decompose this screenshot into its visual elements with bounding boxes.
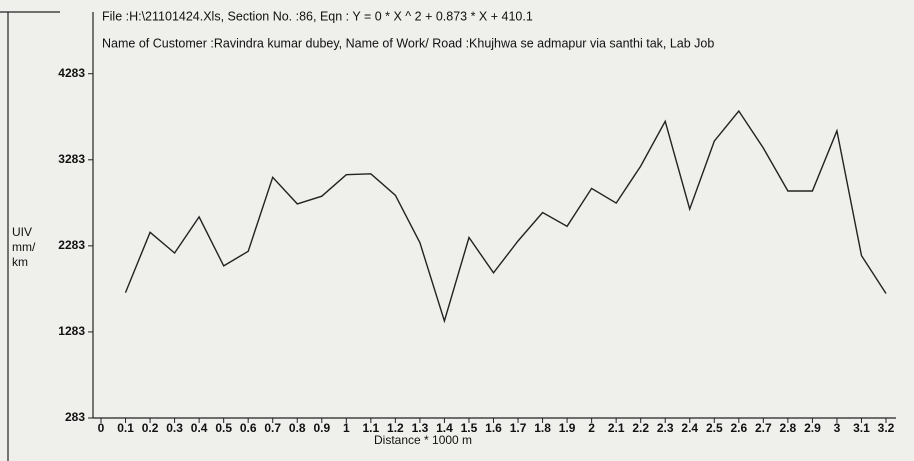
y-tick-label: 3283 xyxy=(58,152,85,166)
x-tick-label: 2 xyxy=(588,421,595,435)
x-tick-label: 1.3 xyxy=(412,421,429,435)
x-tick-label: 2.2 xyxy=(632,421,649,435)
x-tick-label: 2.3 xyxy=(657,421,674,435)
x-tick-label: 2.1 xyxy=(608,421,625,435)
chart-subtitle: Name of Customer :Ravindra kumar dubey, … xyxy=(102,36,714,50)
x-tick-label: 0.5 xyxy=(215,421,232,435)
y-tick-label: 283 xyxy=(65,410,85,424)
x-tick-label: 1.6 xyxy=(485,421,502,435)
x-tick-label: 1.8 xyxy=(534,421,551,435)
x-tick-label: 1.7 xyxy=(510,421,527,435)
x-tick-label: 0 xyxy=(98,421,105,435)
x-tick-label: 0.9 xyxy=(313,421,330,435)
x-tick-label: 0.1 xyxy=(117,421,134,435)
x-tick-label: 3.2 xyxy=(878,421,895,435)
x-tick-label: 0.3 xyxy=(166,421,183,435)
y-axis-label: UIV xyxy=(12,225,32,239)
y-tick-label: 1283 xyxy=(58,324,85,338)
x-tick-label: 2.9 xyxy=(804,421,821,435)
x-tick-label: 0.6 xyxy=(240,421,257,435)
x-tick-label: 2.5 xyxy=(706,421,723,435)
x-tick-label: 2.7 xyxy=(755,421,772,435)
x-tick-label: 2.8 xyxy=(780,421,797,435)
x-tick-label: 1.5 xyxy=(461,421,478,435)
x-tick-label: 2.4 xyxy=(681,421,698,435)
data-line xyxy=(124,109,887,324)
x-tick-label: 1.4 xyxy=(436,421,453,435)
y-axis-label: km xyxy=(12,255,28,269)
chart-title: File :H:\21101424.Xls, Section No. :86, … xyxy=(102,9,533,23)
x-tick-label: 3.1 xyxy=(853,421,870,435)
x-tick-label: 0.4 xyxy=(191,421,208,435)
x-tick-label: 1.2 xyxy=(387,421,404,435)
y-tick-label: 4283 xyxy=(58,66,85,80)
x-axis-label: Distance * 1000 m xyxy=(374,433,472,447)
x-tick-label: 2.6 xyxy=(730,421,747,435)
x-tick-label: 3 xyxy=(834,421,841,435)
x-tick-label: 1 xyxy=(343,421,350,435)
x-tick-label: 1.1 xyxy=(363,421,380,435)
x-tick-label: 0.7 xyxy=(264,421,281,435)
x-tick-label: 0.2 xyxy=(142,421,159,435)
y-tick-label: 2283 xyxy=(58,238,85,252)
x-tick-label: 1.9 xyxy=(559,421,576,435)
y-axis-label: mm/ xyxy=(12,240,36,254)
x-tick-label: 0.8 xyxy=(289,421,306,435)
